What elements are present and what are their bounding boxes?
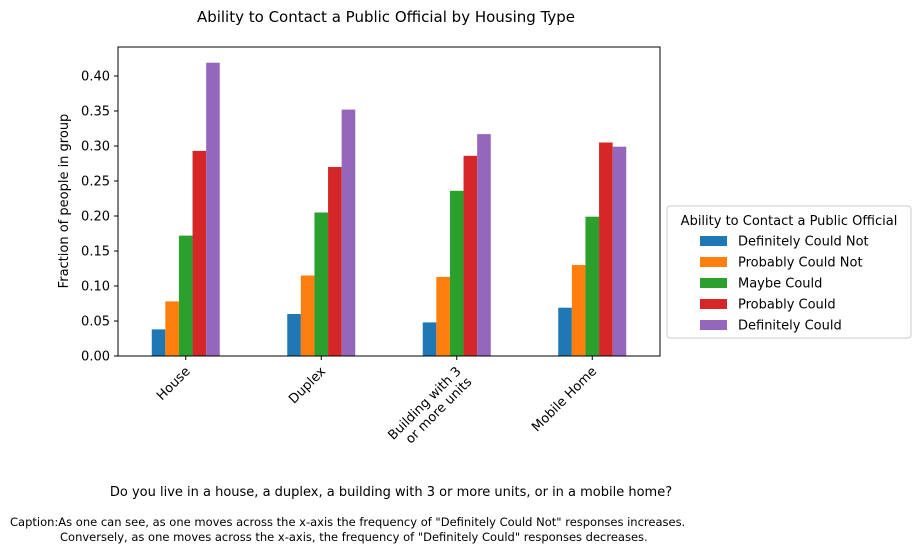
bars-group [151, 62, 627, 356]
bar-probably-could-0 [192, 150, 207, 356]
y-tick-label-2: 0.10 [81, 280, 110, 295]
bar-probably-could-not-0 [165, 301, 179, 356]
plot-area-frame [117, 46, 661, 357]
y-tick-label-8: 0.40 [81, 70, 110, 85]
caption-line-1: Caption:As one can see, as one moves acr… [10, 515, 686, 529]
legend-swatch-4 [700, 320, 727, 330]
x-axis: House Duplex Building with 3or more units M… [154, 356, 600, 454]
legend-label-1: Probably Could Not [738, 256, 863, 271]
legend-swatch-0 [700, 236, 727, 246]
legend-label-0: Definitely Could Not [738, 235, 869, 250]
bar-definitely-could-1 [341, 109, 356, 356]
legend-label-2: Maybe Could [738, 277, 822, 292]
bar-definitely-could-not-0 [151, 329, 166, 356]
y-tick-label-5: 0.25 [81, 175, 110, 190]
y-axis-label: Fraction of people in group [57, 114, 72, 289]
bar-maybe-could-3 [585, 216, 600, 356]
bar-probably-could-not-1 [300, 275, 315, 356]
x-tick-label-3: Mobile Home [529, 364, 600, 435]
chart-title: Ability to Contact a Public Official by … [197, 8, 575, 26]
bar-probably-could-2 [463, 155, 478, 356]
x-tick-label-0: House [154, 364, 193, 403]
legend-label-4: Definitely Could [738, 319, 842, 334]
y-tick-label-4: 0.20 [81, 210, 110, 225]
legend-swatch-3 [700, 299, 727, 309]
y-tick-label-7: 0.35 [81, 105, 110, 120]
bar-definitely-could-0 [206, 62, 220, 356]
y-tick-label-6: 0.30 [81, 140, 110, 155]
y-axis: 0.00 0.05 0.10 0.15 0.20 0.25 0.30 0.35 0.40 [81, 70, 118, 365]
bar-maybe-could-2 [449, 190, 464, 356]
bar-definitely-could-not-3 [558, 307, 572, 356]
bar-maybe-could-0 [178, 235, 193, 356]
legend-swatch-1 [700, 257, 727, 267]
bar-definitely-could-not-1 [287, 314, 301, 356]
legend-title: Ability to Contact a Public Official [681, 214, 898, 229]
bar-maybe-could-1 [314, 212, 329, 356]
bar-definitely-could-not-2 [422, 322, 437, 356]
bar-probably-could-not-3 [571, 265, 586, 356]
y-tick-label-0: 0.00 [81, 350, 110, 365]
x-tick-label-1: Duplex [286, 364, 329, 407]
bar-definitely-could-3 [612, 146, 627, 356]
bar-probably-could-not-2 [436, 276, 450, 356]
bar-definitely-could-2 [477, 134, 491, 356]
bar-probably-could-3 [599, 142, 613, 356]
legend-frame [666, 205, 912, 339]
legend-label-3: Probably Could [738, 298, 836, 313]
bar-probably-could-1 [328, 167, 342, 356]
legend-swatch-2 [700, 278, 727, 288]
y-tick-label-3: 0.15 [81, 245, 110, 260]
caption-line-2: Conversely, as one moves across the x-ax… [60, 530, 648, 544]
legend: Ability to Contact a Public Official Def… [666, 205, 912, 339]
y-tick-label-1: 0.05 [81, 315, 110, 330]
x-tick-label-2: Building with 3or more units [385, 364, 475, 454]
x-axis-label: Do you live in a house, a duplex, a buil… [110, 485, 672, 500]
